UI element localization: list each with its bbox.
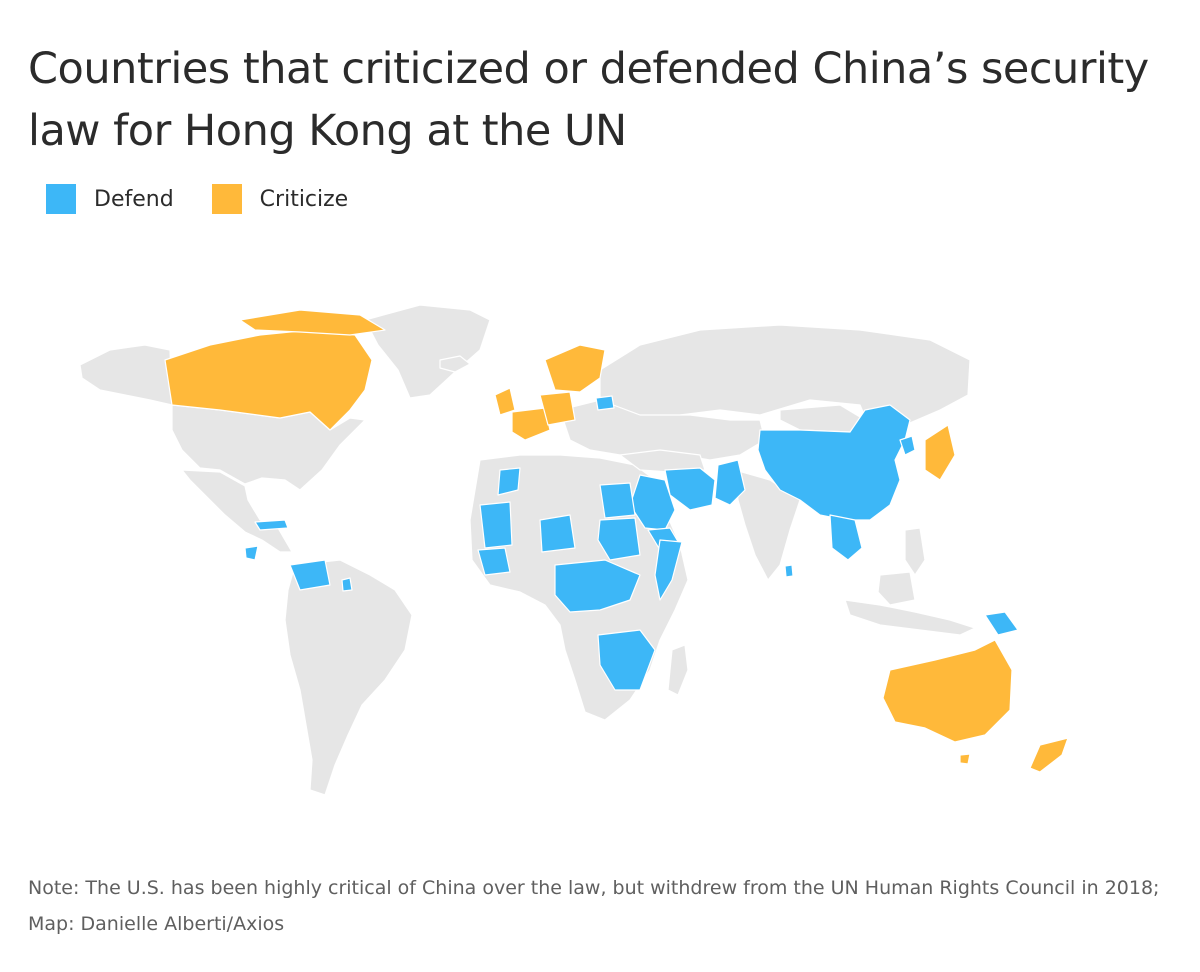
country-philippines bbox=[904, 527, 926, 576]
country-somalia bbox=[654, 539, 683, 601]
legend-label-criticize: Criticize bbox=[259, 186, 349, 212]
country-egypt bbox=[599, 482, 636, 519]
country-mexico bbox=[181, 469, 293, 553]
country-germany-central bbox=[539, 391, 576, 426]
country-china bbox=[757, 404, 911, 521]
country-canada bbox=[164, 329, 373, 431]
legend-item-defend: Defend bbox=[46, 184, 174, 214]
country-tasmania bbox=[959, 753, 971, 765]
country-uk-ireland bbox=[494, 387, 516, 416]
defend-countries bbox=[244, 395, 1019, 691]
country-nordics bbox=[544, 344, 606, 393]
world-map bbox=[79, 304, 1069, 796]
country-papua-new-guinea bbox=[984, 611, 1019, 636]
criticize-swatch bbox=[211, 184, 242, 214]
criticize-countries bbox=[164, 309, 1069, 773]
country-north-korea bbox=[899, 435, 916, 456]
country-southeast-africa-group bbox=[597, 629, 656, 691]
country-canada-arctic bbox=[239, 309, 386, 336]
country-borneo bbox=[877, 571, 916, 606]
footnote: Note: The U.S. has been highly critical … bbox=[28, 877, 1160, 935]
country-sudan bbox=[597, 517, 641, 561]
country-sri-lanka bbox=[784, 564, 794, 578]
country-suriname bbox=[341, 577, 353, 592]
country-morocco bbox=[497, 467, 521, 496]
country-mali bbox=[479, 501, 513, 549]
chart-title: Countries that criticized or defended Ch… bbox=[28, 44, 1149, 156]
country-europe-central-asia bbox=[559, 399, 766, 463]
country-pakistan bbox=[714, 459, 746, 506]
legend-item-criticize: Criticize bbox=[211, 184, 349, 214]
legend-label-defend: Defend bbox=[94, 186, 174, 212]
country-alaska bbox=[79, 344, 173, 406]
country-indonesia bbox=[844, 599, 976, 636]
country-france-benelux bbox=[511, 407, 551, 441]
country-belarus bbox=[595, 395, 615, 411]
country-greenland bbox=[364, 304, 491, 399]
country-turkey-region bbox=[619, 449, 706, 473]
legend: Defend Criticize bbox=[46, 184, 386, 214]
defend-swatch bbox=[46, 184, 76, 214]
country-venezuela bbox=[289, 559, 331, 591]
country-iceland bbox=[439, 355, 471, 373]
country-australia bbox=[882, 639, 1013, 743]
country-niger bbox=[539, 514, 576, 553]
country-japan bbox=[924, 424, 956, 481]
country-nicaragua bbox=[244, 545, 259, 561]
country-west-africa-group bbox=[477, 547, 511, 576]
country-myanmar-laos-cambodia bbox=[829, 514, 863, 561]
country-madagascar bbox=[667, 644, 689, 696]
country-central-africa-group bbox=[554, 559, 641, 613]
country-new-zealand bbox=[1029, 737, 1069, 773]
country-south-america bbox=[284, 559, 413, 796]
country-cuba bbox=[254, 519, 289, 531]
